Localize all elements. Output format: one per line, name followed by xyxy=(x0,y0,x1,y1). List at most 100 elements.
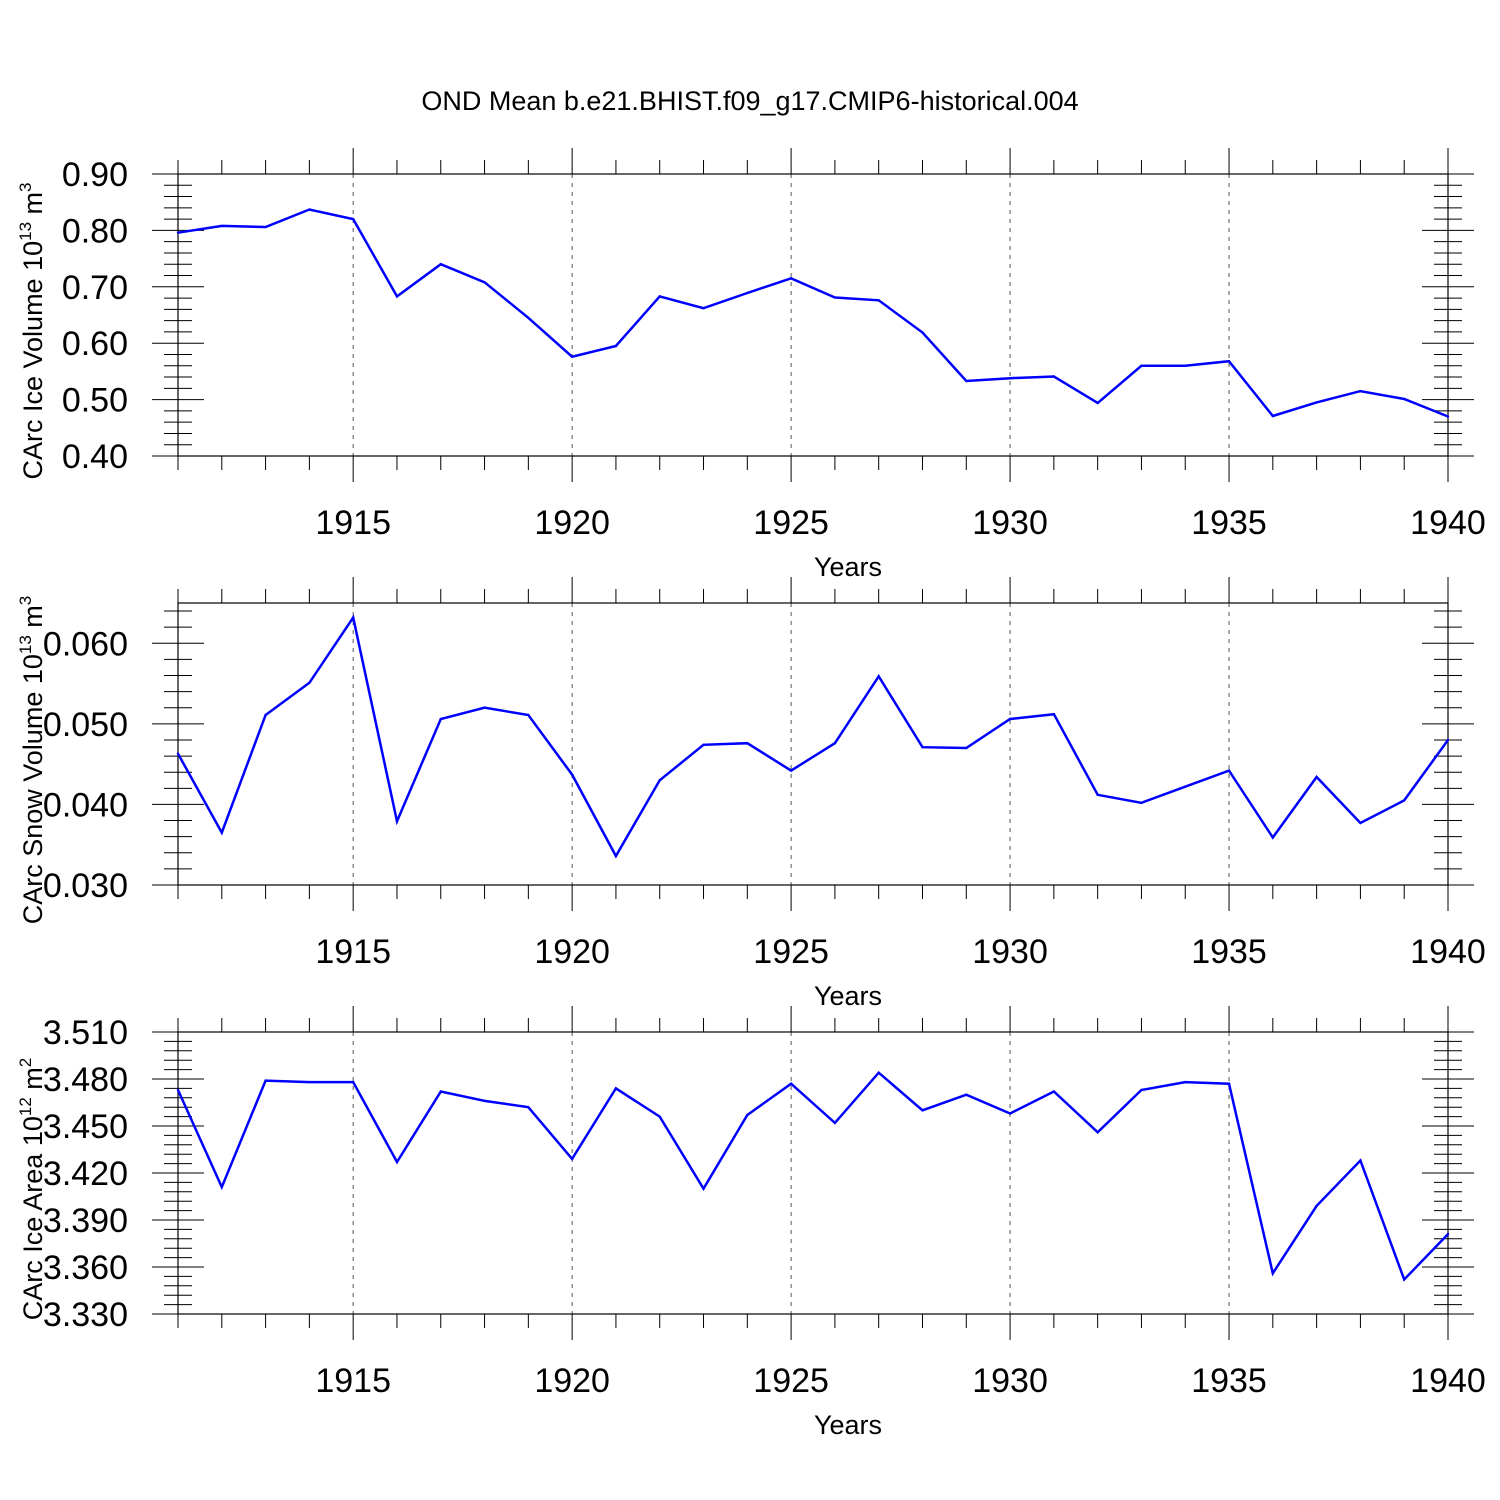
data-point xyxy=(220,831,223,834)
data-point xyxy=(439,1090,442,1093)
y-tick-label: 0.060 xyxy=(43,625,128,663)
data-point xyxy=(1096,793,1099,796)
data-point xyxy=(1227,360,1231,363)
y-tick-label: 0.050 xyxy=(43,706,128,744)
data-point xyxy=(527,713,530,717)
data-point xyxy=(1184,785,1187,788)
x-axis-label: Years xyxy=(814,981,882,1011)
y-axis-label-part: 3 xyxy=(16,182,35,191)
plot-frame xyxy=(177,173,1449,457)
data-point xyxy=(483,706,486,709)
data-point xyxy=(877,1071,880,1074)
data-point xyxy=(395,820,399,823)
data-point xyxy=(1403,397,1406,401)
data-point xyxy=(1359,1159,1362,1162)
y-tick-label: 3.330 xyxy=(43,1296,128,1334)
x-tick-label: 1915 xyxy=(315,1362,391,1400)
y-axis-label-part: m xyxy=(18,192,48,222)
data-point xyxy=(264,1079,267,1082)
data-point xyxy=(921,1109,924,1112)
y-axis-label: CArc Ice Volume 1013 m3 xyxy=(16,182,48,479)
data-point xyxy=(702,743,705,747)
y-tick-label: 3.360 xyxy=(43,1249,128,1287)
data-point xyxy=(1052,712,1056,716)
data-point xyxy=(439,717,442,721)
panel-ice-volume: 1915 1920 1925 1930 1935 1940 Years 0.40 0.50 0.6… xyxy=(16,148,1486,582)
data-point xyxy=(789,277,793,280)
x-tick-label: 1915 xyxy=(315,933,391,971)
y-tick-label: 0.40 xyxy=(62,438,128,476)
y-tick-label: 3.420 xyxy=(43,1155,128,1193)
data-point xyxy=(702,307,705,310)
data-point xyxy=(220,224,223,228)
data-point xyxy=(1008,1112,1012,1115)
data-point xyxy=(658,295,661,298)
data-point xyxy=(658,779,661,782)
data-point xyxy=(395,295,399,298)
data-point xyxy=(1446,1232,1450,1236)
data-point xyxy=(308,208,311,211)
y-axis-label-part: 12 xyxy=(16,1097,35,1116)
data-point xyxy=(789,1082,793,1085)
x-tick-label: 1925 xyxy=(753,1362,829,1400)
data-point xyxy=(527,1106,530,1109)
y-axis-label-part: 13 xyxy=(16,635,35,654)
series-line xyxy=(177,208,1449,418)
data-point xyxy=(965,1093,968,1096)
y-axis-label-part: 2 xyxy=(16,1058,35,1067)
data-point xyxy=(1446,738,1450,742)
plot-frame xyxy=(177,602,1449,886)
data-point xyxy=(1359,389,1362,393)
data-point xyxy=(614,854,618,858)
data-point xyxy=(176,752,180,755)
data-point xyxy=(658,1115,661,1118)
data-point xyxy=(1096,1131,1099,1134)
data-point xyxy=(570,355,574,358)
x-tick-label: 1920 xyxy=(534,1362,610,1400)
y-tick-label: 0.60 xyxy=(62,325,128,363)
x-tick-label: 1915 xyxy=(315,504,391,542)
x-tick-label: 1930 xyxy=(972,933,1048,971)
x-axis-label: Years xyxy=(814,1410,882,1440)
x-axis-label: Years xyxy=(814,552,882,582)
y-tick-label: 0.80 xyxy=(62,212,128,250)
data-point xyxy=(570,1157,574,1161)
data-point xyxy=(483,281,486,284)
data-point xyxy=(1184,1080,1187,1084)
data-point xyxy=(395,1160,399,1164)
data-point xyxy=(1403,799,1406,802)
data-point xyxy=(1052,375,1056,378)
data-point xyxy=(1096,401,1099,405)
panel-snow-volume: 1915 1920 1925 1930 1935 1940 Years 0.030 0.040 0… xyxy=(16,577,1486,1011)
x-tick-label: 1930 xyxy=(972,504,1048,542)
data-point xyxy=(1359,821,1362,825)
y-tick-label: 0.70 xyxy=(62,269,128,307)
data-point xyxy=(220,1185,223,1189)
data-point xyxy=(1446,415,1450,418)
data-point xyxy=(1008,376,1012,380)
data-point xyxy=(264,225,267,229)
data-point xyxy=(1140,364,1143,367)
y-tick-label: 3.450 xyxy=(43,1108,128,1146)
data-point xyxy=(527,316,530,320)
y-axis-label: CArc Ice Area 1012 m2 xyxy=(16,1058,48,1321)
x-tick-label: 1940 xyxy=(1410,504,1486,542)
data-point xyxy=(1271,1272,1275,1275)
data-point xyxy=(351,1080,355,1084)
data-point xyxy=(746,741,749,745)
data-point xyxy=(833,1121,837,1125)
x-tick-label: 1925 xyxy=(753,933,829,971)
x-tick-label: 1920 xyxy=(534,504,610,542)
y-axis-label-part: m xyxy=(18,1067,48,1097)
chart-title: OND Mean b.e21.BHIST.f09_g17.CMIP6-histo… xyxy=(421,86,1078,116)
data-point xyxy=(308,1080,311,1084)
y-tick-label: 3.480 xyxy=(43,1061,128,1099)
series-line xyxy=(176,1070,1449,1282)
data-point xyxy=(351,217,355,221)
x-tick-label: 1920 xyxy=(534,933,610,971)
data-point xyxy=(833,741,837,745)
data-point xyxy=(1184,364,1187,367)
x-tick-label: 1935 xyxy=(1191,1362,1267,1400)
data-point xyxy=(176,231,180,234)
